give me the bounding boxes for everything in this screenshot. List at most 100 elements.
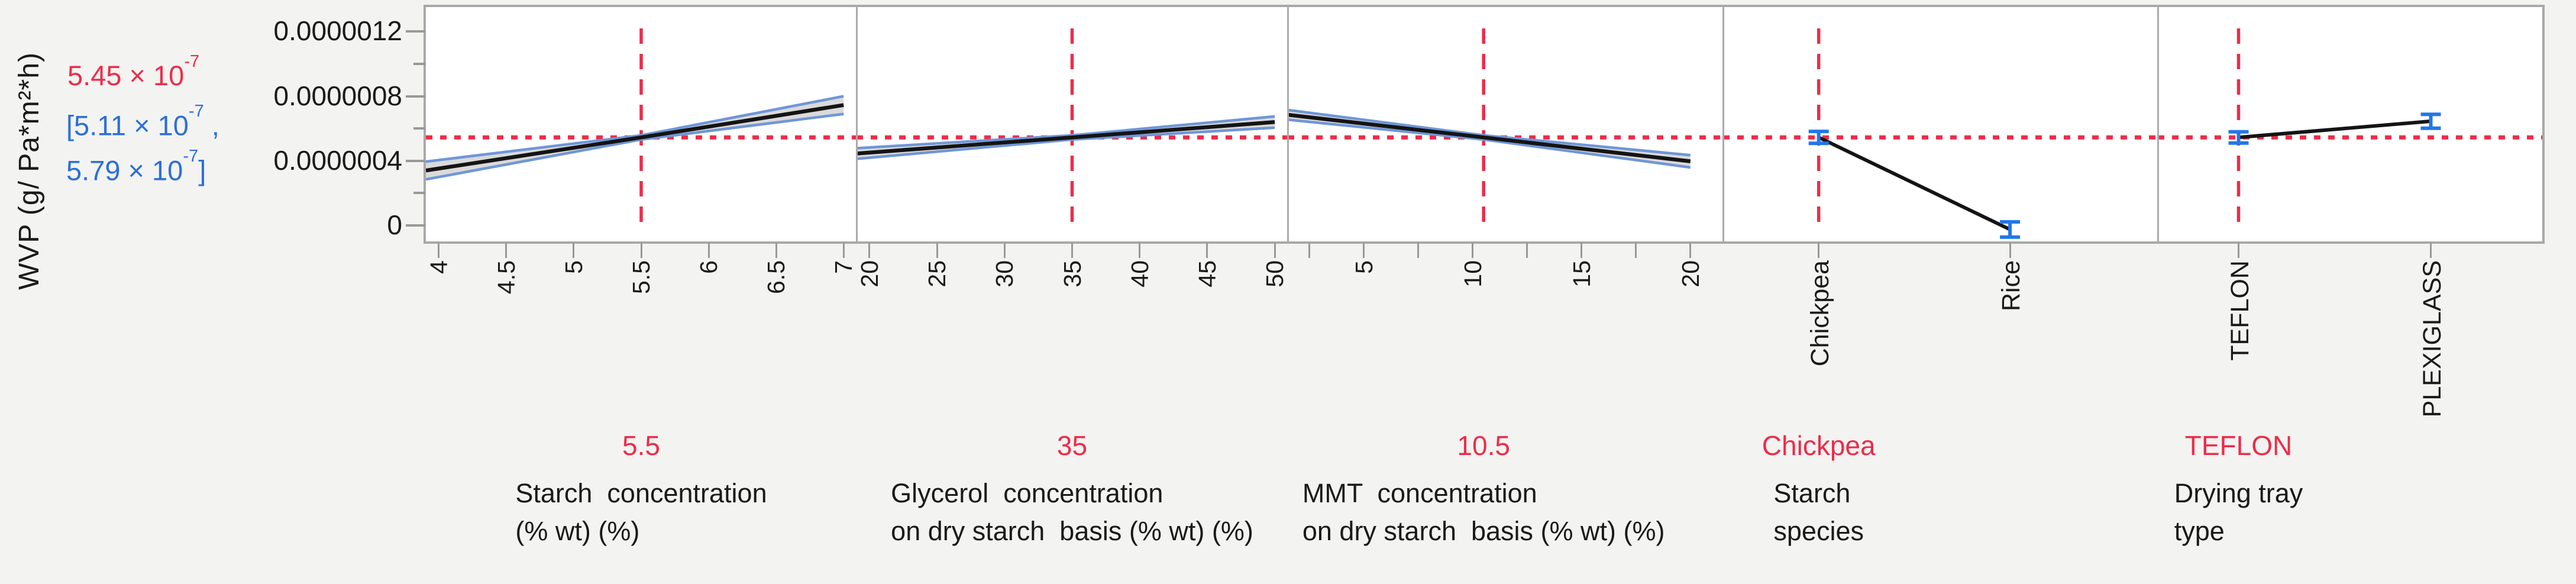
panel-plot-drying-tray-type bbox=[2158, 28, 2542, 227]
response-axis-label-line1: WVP (g/ bbox=[14, 180, 45, 290]
panel-plot-starch-concentration bbox=[426, 28, 856, 227]
confidence-band-upper-edge-glycerol-concentration bbox=[856, 115, 1275, 150]
x-axis-tick-starch-concentration bbox=[775, 243, 777, 258]
x-axis-tick-label-starch-concentration: 4 bbox=[425, 260, 453, 274]
panel-separator bbox=[2157, 7, 2159, 241]
factor-current-value-glycerol-concentration[interactable]: 35 bbox=[1056, 430, 1088, 461]
profiler-plot-row bbox=[426, 7, 2542, 241]
x-axis-tick-label-glycerol-concentration: 30 bbox=[991, 260, 1019, 288]
x-axis-tick-starch-concentration bbox=[505, 243, 508, 258]
panel-plot-mmt-concentration bbox=[1288, 28, 1723, 227]
x-axis-tick-starch-concentration bbox=[573, 243, 575, 258]
x-axis-tick-label-glycerol-concentration: 45 bbox=[1193, 260, 1221, 288]
factor-name-starch-species: Starch species bbox=[1773, 475, 1864, 550]
response-axis-label: WVP (g/ Pa*m²*h) bbox=[13, 52, 46, 290]
x-axis-tick-mmt-concentration bbox=[1635, 243, 1637, 258]
confidence-interval-low: [5.11 × 10-7 , bbox=[66, 102, 219, 141]
x-axis-tick-label-mmt-concentration: 5 bbox=[1350, 260, 1378, 274]
x-axis-tick-glycerol-concentration bbox=[1003, 243, 1006, 258]
x-axis-tick-label-drying-tray-type: TEFLON bbox=[2225, 260, 2254, 361]
prediction-trace-starch-species bbox=[1818, 135, 2011, 231]
x-axis-tick-starch-species bbox=[2009, 243, 2011, 258]
profiler-panel-starch-concentration bbox=[426, 7, 856, 241]
factor-name-drying-tray-type: Drying tray type bbox=[2174, 475, 2303, 550]
factor-current-value-mmt-concentration[interactable]: 10.5 bbox=[1457, 430, 1510, 461]
y-axis-major-tick bbox=[406, 95, 425, 98]
prediction-trace-mmt-concentration bbox=[1288, 112, 1691, 163]
factor-name-line: Glycerol concentration bbox=[891, 478, 1163, 508]
x-axis-tick-label-glycerol-concentration: 35 bbox=[1058, 260, 1086, 288]
panel-plot-glycerol-concentration bbox=[856, 28, 1288, 227]
x-axis-tick-label-starch-concentration: 4.5 bbox=[492, 260, 520, 294]
y-axis-tick-label: 0.0000012 bbox=[273, 15, 402, 47]
confidence-band-upper-edge-mmt-concentration bbox=[1288, 108, 1691, 157]
x-axis-tick-label-glycerol-concentration: 50 bbox=[1261, 260, 1289, 288]
prediction-trace-drying-tray-type bbox=[2238, 119, 2431, 140]
factor-name-line: (% wt) (%) bbox=[515, 516, 640, 546]
factor-current-value-starch-species[interactable]: Chickpea bbox=[1761, 430, 1876, 461]
x-axis-tick-label-glycerol-concentration: 20 bbox=[855, 260, 883, 288]
factor-name-mmt-concentration: MMT concentration on dry starch basis (% … bbox=[1302, 475, 1665, 550]
x-axis-tick-glycerol-concentration bbox=[868, 243, 871, 258]
x-axis-tick-mmt-concentration bbox=[1689, 243, 1692, 258]
profiler-panel-mmt-concentration bbox=[1288, 7, 1723, 241]
panel-plot-starch-species bbox=[1723, 28, 2158, 239]
x-axis-tick-label-starch-concentration: 6 bbox=[695, 260, 723, 274]
x-axis-tick-label-mmt-concentration: 20 bbox=[1676, 260, 1704, 288]
factor-name-starch-concentration: Starch concentration (% wt) (%) bbox=[515, 475, 767, 550]
factor-current-value-drying-tray-type[interactable]: TEFLON bbox=[2184, 430, 2293, 461]
x-axis-tick-starch-species bbox=[1818, 243, 1820, 258]
profiler-panel-starch-species bbox=[1723, 7, 2158, 241]
panel-separator bbox=[1287, 7, 1289, 241]
y-axis-tick-label: 0.0000004 bbox=[273, 144, 402, 176]
x-axis-tick-label-mmt-concentration: 10 bbox=[1459, 260, 1486, 288]
x-axis-tick-drying-tray-type bbox=[2430, 243, 2432, 258]
confidence-interval-value: [5.11 × 10-7 , 5.79 × 10-7] bbox=[66, 101, 219, 190]
confidence-band-upper-edge-starch-concentration bbox=[426, 95, 844, 163]
panel-separator bbox=[855, 7, 858, 241]
factor-current-value-starch-concentration[interactable]: 5.5 bbox=[622, 430, 660, 461]
confidence-band-lower-edge-glycerol-concentration bbox=[856, 126, 1275, 160]
confidence-band-lower-edge-starch-concentration bbox=[426, 112, 844, 181]
factor-name-glycerol-concentration: Glycerol concentration on dry starch basi… bbox=[891, 475, 1253, 550]
panel-separator bbox=[1722, 7, 1724, 241]
x-axis-tick-mmt-concentration bbox=[1580, 243, 1583, 258]
x-axis-tick-label-starch-concentration: 6.5 bbox=[762, 260, 790, 294]
x-axis-tick-label-glycerol-concentration: 40 bbox=[1126, 260, 1153, 288]
x-axis-tick-mmt-concentration bbox=[1363, 243, 1365, 258]
y-axis-major-tick bbox=[406, 30, 425, 33]
x-axis-tick-glycerol-concentration bbox=[936, 243, 938, 258]
factor-name-line: Starch bbox=[1773, 478, 1851, 508]
factor-name-line: Drying tray bbox=[2174, 478, 2303, 508]
y-axis-minor-tick bbox=[413, 63, 425, 65]
x-axis-tick-glycerol-concentration bbox=[1274, 243, 1276, 258]
x-axis-tick-label-starch-concentration: 7 bbox=[830, 260, 858, 274]
factor-name-line: Starch concentration bbox=[515, 478, 767, 508]
y-axis-major-tick bbox=[406, 224, 425, 227]
confidence-band-lower-edge-mmt-concentration bbox=[1288, 118, 1691, 169]
x-axis-tick-starch-concentration bbox=[640, 243, 642, 258]
x-axis-tick-label-drying-tray-type: PLEXIGLASS bbox=[2417, 260, 2446, 418]
y-axis-tick-label: 0.0000008 bbox=[273, 80, 402, 111]
x-axis-tick-mmt-concentration bbox=[1526, 243, 1528, 258]
factor-name-line: type bbox=[2174, 516, 2225, 546]
x-axis-tick-mmt-concentration bbox=[1417, 243, 1420, 258]
x-axis-tick-starch-concentration bbox=[438, 243, 440, 258]
predicted-response-value[interactable]: 5.45 × 10-7 bbox=[67, 51, 200, 91]
x-axis-tick-label-starch-species: Rice bbox=[1997, 260, 2026, 312]
x-axis-tick-mmt-concentration bbox=[1308, 243, 1311, 258]
profiler-panel-drying-tray-type bbox=[2158, 7, 2542, 241]
x-axis-tick-label-starch-concentration: 5 bbox=[560, 260, 587, 274]
x-axis-tick-glycerol-concentration bbox=[1071, 243, 1073, 258]
factor-name-line: on dry starch basis (% wt) (%) bbox=[891, 516, 1253, 546]
x-axis-tick-label-starch-species: Chickpea bbox=[1805, 260, 1834, 367]
prediction-trace-starch-concentration bbox=[426, 103, 844, 173]
y-axis-tick-label: 0 bbox=[387, 209, 402, 240]
factor-name-line: species bbox=[1773, 516, 1864, 546]
prediction-trace-glycerol-concentration bbox=[856, 120, 1275, 156]
y-axis-major-tick bbox=[406, 159, 425, 162]
x-axis-tick-mmt-concentration bbox=[1472, 243, 1474, 258]
profiler-panel-glycerol-concentration bbox=[856, 7, 1288, 241]
y-axis-minor-tick bbox=[413, 127, 425, 130]
x-axis-tick-starch-concentration bbox=[842, 243, 845, 258]
